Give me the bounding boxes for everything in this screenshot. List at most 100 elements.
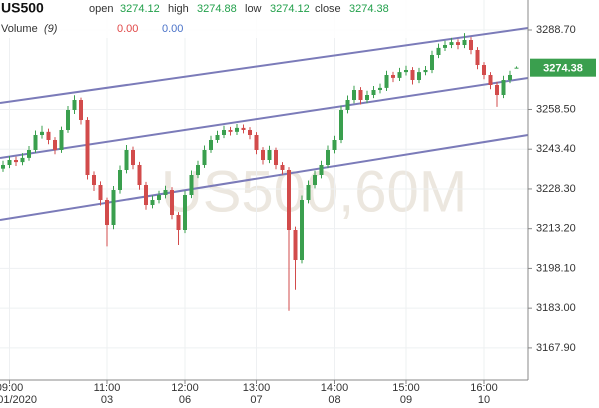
candle-body (118, 170, 122, 190)
candle-body (352, 90, 356, 100)
candle-body (157, 195, 161, 200)
candle-body (280, 165, 285, 170)
candle-body (345, 100, 350, 110)
candle-body (306, 185, 311, 200)
candle-body (20, 157, 25, 163)
price-tag-label: 3274.38 (543, 63, 583, 75)
candle-body (267, 150, 272, 160)
candle-body (384, 75, 389, 88)
candle-body (358, 90, 363, 100)
x-tick-label: 13:00 (243, 382, 271, 394)
candle-body (495, 85, 499, 95)
candle-body (378, 87, 382, 90)
candle-body (475, 50, 480, 65)
candle-body (144, 185, 148, 205)
candle-body (254, 135, 259, 150)
open-value: 3274.12 (120, 3, 160, 15)
low-value: 3274.12 (270, 3, 310, 15)
candle-body (417, 72, 421, 80)
price-tag (530, 58, 596, 77)
candle-body (436, 47, 441, 55)
candle-body (79, 100, 83, 120)
candle-body (274, 150, 278, 165)
volume-period: (9) (44, 23, 58, 35)
close-label: close (315, 3, 341, 15)
x-tick-date: 03 (101, 394, 113, 406)
candle-body (241, 127, 246, 130)
candle-body (430, 55, 434, 70)
x-tick-label: 12:00 (171, 382, 199, 394)
x-tick-date: 09 (400, 394, 412, 406)
candle-body (397, 72, 402, 78)
y-tick-label: 3167.90 (536, 342, 576, 354)
candle-body (222, 130, 226, 135)
symbol: US500 (1, 0, 44, 16)
open-label: open (89, 3, 113, 15)
candle-body (215, 135, 220, 140)
volume-value: 0.00 (117, 23, 138, 35)
candle-body (462, 40, 467, 45)
x-tick-date: 08 (328, 394, 340, 406)
candle-body (300, 200, 304, 260)
candle-body (410, 70, 415, 80)
trend-line (0, 134, 529, 221)
header-bg (0, 0, 440, 38)
candle-body (365, 95, 369, 100)
candle-body (235, 127, 239, 132)
y-tick-label: 3198.10 (536, 262, 576, 274)
x-tick-date: 01/01/2020 (0, 394, 37, 406)
candle-body (326, 150, 330, 165)
y-tick-label: 3228.30 (536, 183, 576, 195)
x-tick-label: 09:00 (0, 382, 23, 394)
candle-body (111, 190, 116, 225)
candle-body (176, 215, 181, 230)
candle-body (137, 165, 142, 185)
candles (1, 33, 519, 311)
candle-body (319, 165, 324, 175)
candle-body (501, 80, 506, 95)
candle-body (209, 140, 213, 150)
candle-body (189, 175, 194, 195)
candle-body (85, 120, 90, 175)
candle-body (14, 160, 18, 163)
candle-body (33, 135, 38, 150)
candle-body (469, 40, 473, 50)
y-tick-label: 3258.50 (536, 103, 576, 115)
candle-body (228, 130, 233, 132)
candle-body (92, 175, 96, 185)
candle-body (287, 170, 291, 230)
candle-body (456, 42, 460, 45)
close-value: 3274.38 (349, 3, 389, 15)
candle-body (131, 150, 135, 165)
candle-body (150, 200, 155, 205)
candle-body (170, 190, 174, 215)
candle-body (105, 200, 109, 225)
x-tick-label: 11:00 (94, 382, 121, 394)
high-value: 3274.88 (197, 3, 237, 15)
candle-body (124, 150, 129, 170)
candle-body (449, 42, 454, 45)
candle-body (248, 130, 252, 135)
candle-body (514, 67, 519, 69)
candle-body (423, 70, 428, 73)
x-tick-label: 15:00 (392, 382, 420, 394)
x-tick-date: 10 (478, 394, 490, 406)
volume-label: Volume (1, 23, 38, 35)
candle-body (196, 165, 200, 175)
candle-body (98, 185, 103, 200)
candle-body (202, 150, 207, 165)
y-tick-label: 3243.40 (536, 143, 576, 155)
candle-body (1, 165, 5, 169)
y-tick-label: 3288.70 (536, 24, 576, 36)
trend-line (0, 27, 529, 104)
candle-body (371, 90, 376, 95)
candle-body (183, 195, 187, 230)
candle-body (293, 230, 298, 260)
volume-value: 0.00 (162, 23, 183, 35)
candle-body (7, 160, 12, 165)
x-tick-label: 14:00 (321, 382, 349, 394)
candle-body (261, 150, 265, 160)
candle-body (339, 110, 343, 140)
candle-body (443, 45, 447, 48)
